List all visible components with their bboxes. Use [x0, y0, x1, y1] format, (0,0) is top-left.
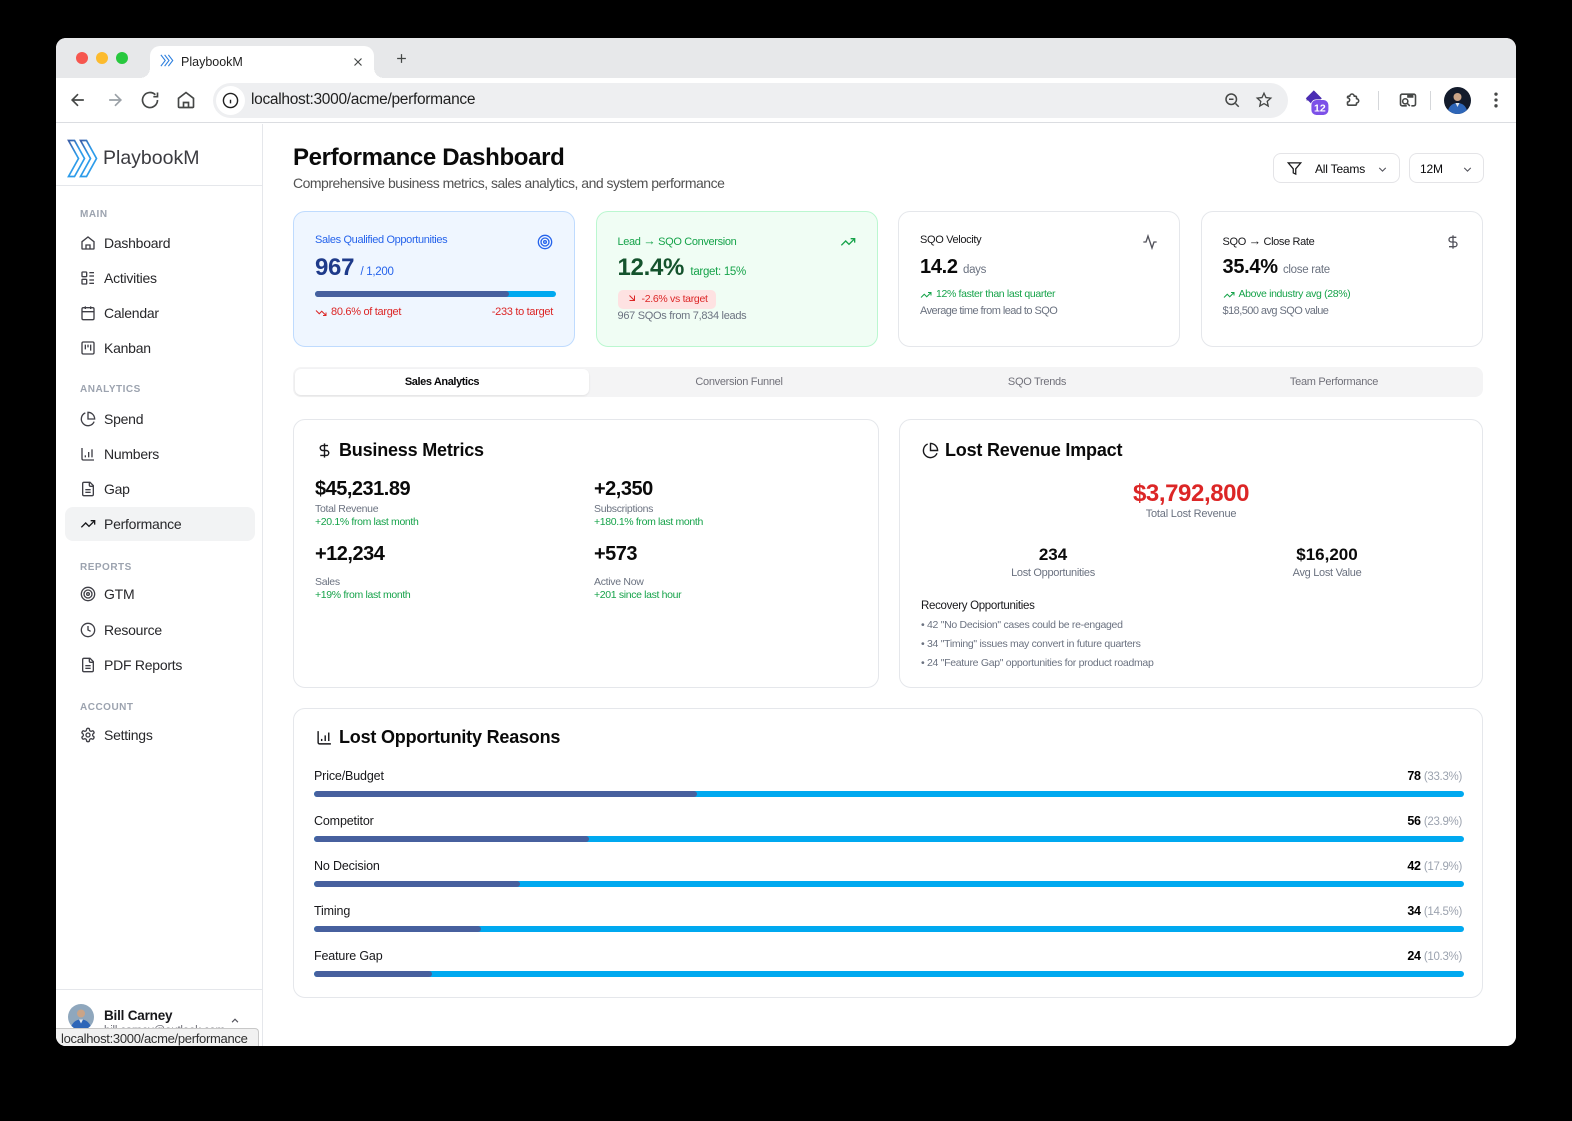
svg-text:12: 12 [1314, 102, 1326, 114]
